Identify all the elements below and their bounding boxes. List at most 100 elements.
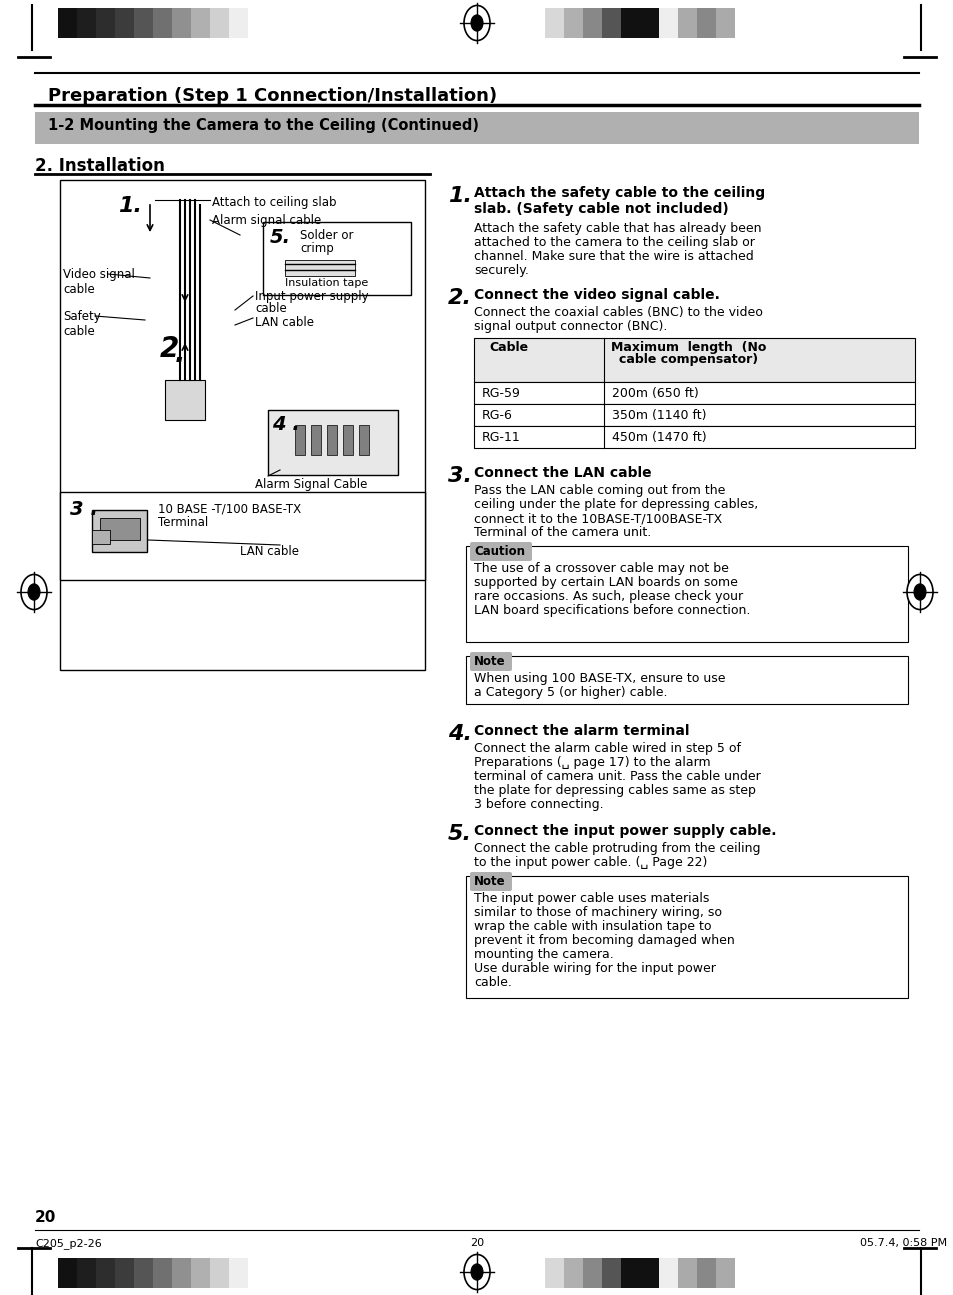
Text: Preparation (Step 1 Connection/Installation): Preparation (Step 1 Connection/Installat…: [48, 87, 497, 105]
Text: Insulation tape: Insulation tape: [285, 278, 368, 287]
Bar: [474, 338, 914, 382]
Text: terminal of camera unit. Pass the cable under: terminal of camera unit. Pass the cable …: [474, 771, 760, 783]
Ellipse shape: [906, 575, 932, 610]
Ellipse shape: [913, 584, 925, 600]
Text: 4.: 4.: [448, 724, 472, 745]
Text: Maximum  length  (No: Maximum length (No: [611, 341, 766, 354]
Bar: [91, 510, 147, 552]
Bar: [96, 8, 115, 38]
Text: Note: Note: [474, 875, 505, 888]
Text: cable.: cable.: [474, 976, 512, 989]
Text: attached to the camera to the ceiling slab or: attached to the camera to the ceiling sl…: [474, 236, 754, 249]
Ellipse shape: [88, 385, 282, 445]
Text: 5.: 5.: [270, 228, 291, 247]
Text: The input power cable uses materials: The input power cable uses materials: [474, 892, 709, 905]
Bar: [263, 221, 411, 295]
Text: When using 100 BASE-TX, ensure to use: When using 100 BASE-TX, ensure to use: [474, 672, 724, 685]
Text: Connect the cable protruding from the ceiling: Connect the cable protruding from the ce…: [474, 842, 760, 855]
Bar: [465, 657, 907, 704]
Text: 2: 2: [160, 335, 179, 363]
Text: rare occasions. As such, please check your: rare occasions. As such, please check yo…: [474, 591, 742, 603]
Text: 1-2 Mounting the Camera to the Ceiling (Continued): 1-2 Mounting the Camera to the Ceiling (…: [48, 118, 478, 133]
Bar: [172, 8, 191, 38]
Text: Terminal of the camera unit.: Terminal of the camera unit.: [474, 526, 651, 539]
Bar: [474, 382, 914, 404]
Ellipse shape: [463, 1255, 490, 1290]
Bar: [60, 180, 424, 670]
Bar: [358, 425, 369, 455]
Ellipse shape: [108, 413, 262, 487]
Ellipse shape: [21, 575, 47, 610]
Bar: [474, 404, 914, 426]
Text: 4 .: 4 .: [272, 414, 299, 434]
Text: The use of a crossover cable may not be: The use of a crossover cable may not be: [474, 562, 728, 575]
Bar: [152, 1257, 172, 1289]
Bar: [60, 492, 424, 580]
Bar: [659, 8, 678, 38]
Text: LAN cable: LAN cable: [254, 316, 314, 329]
Bar: [268, 411, 397, 475]
Text: supported by certain LAN boards on some: supported by certain LAN boards on some: [474, 576, 737, 589]
Text: RG-59: RG-59: [481, 387, 520, 400]
Bar: [678, 1257, 697, 1289]
Text: .: .: [174, 341, 185, 368]
Text: ceiling under the plate for depressing cables,: ceiling under the plate for depressing c…: [474, 499, 758, 512]
Text: RG-11: RG-11: [481, 431, 520, 444]
Bar: [191, 8, 210, 38]
Ellipse shape: [28, 584, 40, 600]
Bar: [311, 425, 320, 455]
FancyBboxPatch shape: [470, 651, 512, 671]
Bar: [35, 111, 918, 144]
Bar: [465, 875, 907, 998]
Text: cable compensator): cable compensator): [618, 354, 758, 366]
Bar: [96, 1257, 115, 1289]
Text: Safety
cable: Safety cable: [63, 310, 101, 338]
Text: Terminal: Terminal: [158, 515, 208, 528]
Bar: [474, 426, 914, 448]
Text: C205_p2-26: C205_p2-26: [35, 1238, 102, 1248]
Text: Connect the alarm terminal: Connect the alarm terminal: [474, 724, 689, 738]
Bar: [285, 260, 355, 276]
Text: 350m (1140 ft): 350m (1140 ft): [612, 409, 706, 422]
Bar: [465, 546, 907, 642]
Bar: [544, 8, 563, 38]
Bar: [582, 8, 601, 38]
Bar: [77, 8, 96, 38]
Bar: [77, 1257, 96, 1289]
Text: 5.: 5.: [448, 824, 472, 844]
Text: Connect the LAN cable: Connect the LAN cable: [474, 466, 651, 480]
Text: 3 .: 3 .: [70, 500, 97, 519]
Text: 1.: 1.: [448, 186, 472, 206]
Bar: [601, 8, 620, 38]
Text: crimp: crimp: [299, 242, 334, 255]
Text: connect it to the 10BASE-T/100BASE-TX: connect it to the 10BASE-T/100BASE-TX: [474, 512, 721, 524]
Bar: [133, 8, 152, 38]
Text: 20: 20: [35, 1210, 56, 1225]
Bar: [191, 1257, 210, 1289]
Bar: [343, 425, 353, 455]
Bar: [58, 8, 77, 38]
Text: Attach to ceiling slab: Attach to ceiling slab: [212, 196, 336, 208]
Text: cable: cable: [254, 302, 287, 315]
Bar: [639, 8, 659, 38]
Text: Input power supply: Input power supply: [254, 290, 368, 303]
Bar: [716, 1257, 734, 1289]
Text: LAN board specifications before connection.: LAN board specifications before connecti…: [474, 603, 750, 616]
Text: 2.: 2.: [448, 287, 472, 308]
Text: mounting the camera.: mounting the camera.: [474, 948, 613, 961]
FancyBboxPatch shape: [470, 872, 512, 891]
Text: Note: Note: [474, 655, 505, 668]
Text: a Category 5 (or higher) cable.: a Category 5 (or higher) cable.: [474, 686, 667, 699]
Text: Attach the safety cable that has already been: Attach the safety cable that has already…: [474, 221, 760, 234]
Text: 05.7.4, 0:58 PM: 05.7.4, 0:58 PM: [859, 1238, 946, 1248]
Bar: [115, 1257, 133, 1289]
Text: 450m (1470 ft): 450m (1470 ft): [612, 431, 706, 444]
Bar: [716, 8, 734, 38]
Bar: [659, 1257, 678, 1289]
Text: 3.: 3.: [448, 466, 472, 486]
Text: Solder or: Solder or: [299, 229, 354, 242]
Bar: [563, 1257, 582, 1289]
Ellipse shape: [463, 5, 490, 40]
Text: Attach the safety cable to the ceiling: Attach the safety cable to the ceiling: [474, 186, 764, 199]
Text: wrap the cable with insulation tape to: wrap the cable with insulation tape to: [474, 919, 711, 932]
